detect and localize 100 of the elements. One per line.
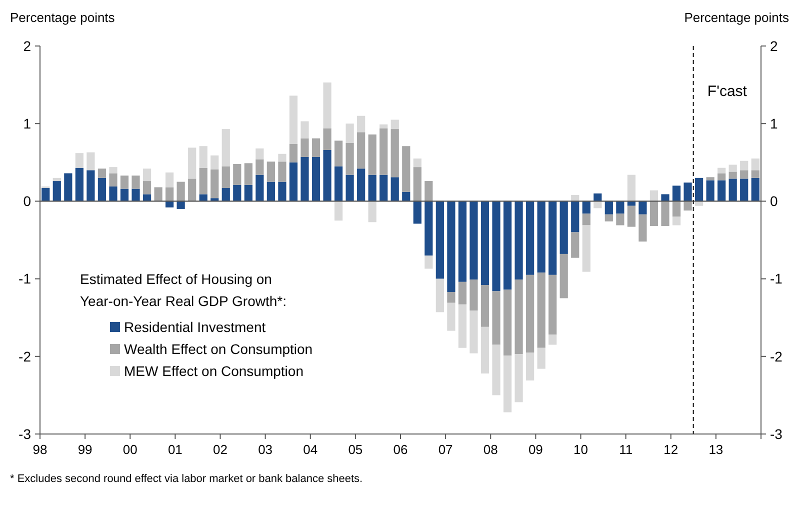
bar [537, 272, 546, 348]
bar [120, 176, 129, 189]
bar [650, 190, 658, 202]
bar [380, 128, 388, 175]
bar [278, 162, 286, 182]
bar [256, 159, 264, 175]
bar [109, 167, 118, 174]
bar [740, 170, 748, 179]
x-tick-label: 11 [619, 442, 633, 457]
bar [357, 116, 366, 132]
bar [661, 201, 670, 226]
x-tick-label: 08 [483, 442, 498, 457]
bar [256, 174, 264, 202]
y2-tick-label: -2 [770, 348, 783, 364]
bar [222, 129, 230, 166]
x-tick-label: 13 [708, 442, 724, 457]
bar [199, 168, 208, 194]
bar [548, 201, 557, 275]
bar [537, 201, 546, 273]
bar [142, 181, 152, 194]
x-tick-label: 07 [438, 442, 453, 457]
bar [233, 164, 242, 185]
bar [75, 153, 84, 168]
bar [52, 178, 61, 182]
bar [244, 163, 252, 185]
bar [323, 82, 332, 128]
bar [52, 181, 61, 202]
bar [616, 214, 624, 226]
bar [638, 201, 647, 214]
bar [154, 187, 162, 202]
legend-label: Residential Investment [124, 319, 266, 335]
bar [357, 132, 366, 169]
bar [334, 166, 343, 202]
bar [514, 201, 523, 280]
bar [503, 356, 512, 412]
x-tick-label: 04 [303, 442, 318, 457]
y-tick-label: 0 [23, 193, 32, 210]
bar [300, 156, 309, 202]
legend-title: Estimated Effect of Housing on Year-on-Year Real GDP Growth*: [80, 271, 286, 309]
bar [142, 194, 152, 202]
bar [210, 169, 219, 198]
bar [740, 160, 748, 170]
bar [323, 150, 332, 202]
bar [526, 274, 534, 353]
bar [548, 334, 557, 345]
bar [346, 124, 354, 143]
bar [368, 134, 376, 175]
bar [571, 201, 580, 232]
bar [233, 184, 242, 202]
bar [109, 173, 118, 186]
bar [300, 138, 309, 157]
bar [390, 129, 399, 178]
bar [627, 174, 636, 202]
bar [357, 168, 366, 202]
bar [244, 184, 252, 202]
bar [560, 254, 568, 298]
legend-label: Wealth Effect on Consumption [124, 341, 313, 357]
bar [166, 172, 174, 188]
bar [176, 182, 185, 202]
bar [672, 201, 681, 217]
bar [492, 201, 500, 292]
x-tick-label: 98 [32, 442, 48, 457]
bar [86, 170, 95, 202]
bar [480, 285, 490, 327]
bar [424, 201, 433, 256]
bar [188, 178, 196, 202]
bar [323, 128, 332, 150]
bar [266, 182, 275, 202]
bar [604, 214, 613, 222]
y-axis-title: Percentage points [10, 10, 116, 25]
bar [402, 192, 410, 202]
bar [503, 290, 512, 356]
bar [751, 178, 760, 202]
bar [458, 201, 467, 282]
bar [380, 174, 388, 202]
bar [751, 158, 760, 170]
y-tick-label: -1 [18, 270, 32, 287]
bar [458, 304, 467, 348]
x-tick-label: 99 [78, 442, 92, 457]
bar [447, 302, 456, 331]
bar [188, 148, 196, 179]
bar [368, 201, 376, 222]
bar [312, 156, 320, 202]
bar [413, 201, 422, 224]
bar [604, 201, 613, 214]
bar [346, 174, 354, 202]
bar [289, 162, 298, 202]
bar [537, 348, 546, 369]
bar [98, 178, 106, 202]
bar [436, 201, 444, 279]
bar [266, 162, 275, 182]
bar [728, 164, 737, 172]
bar [278, 154, 286, 162]
bar [289, 144, 298, 162]
y-tick-label: 1 [23, 116, 32, 132]
bar [86, 152, 95, 170]
bar [278, 182, 286, 202]
bar [458, 282, 467, 304]
bar [571, 232, 580, 258]
y-tick-label: -2 [18, 348, 32, 364]
